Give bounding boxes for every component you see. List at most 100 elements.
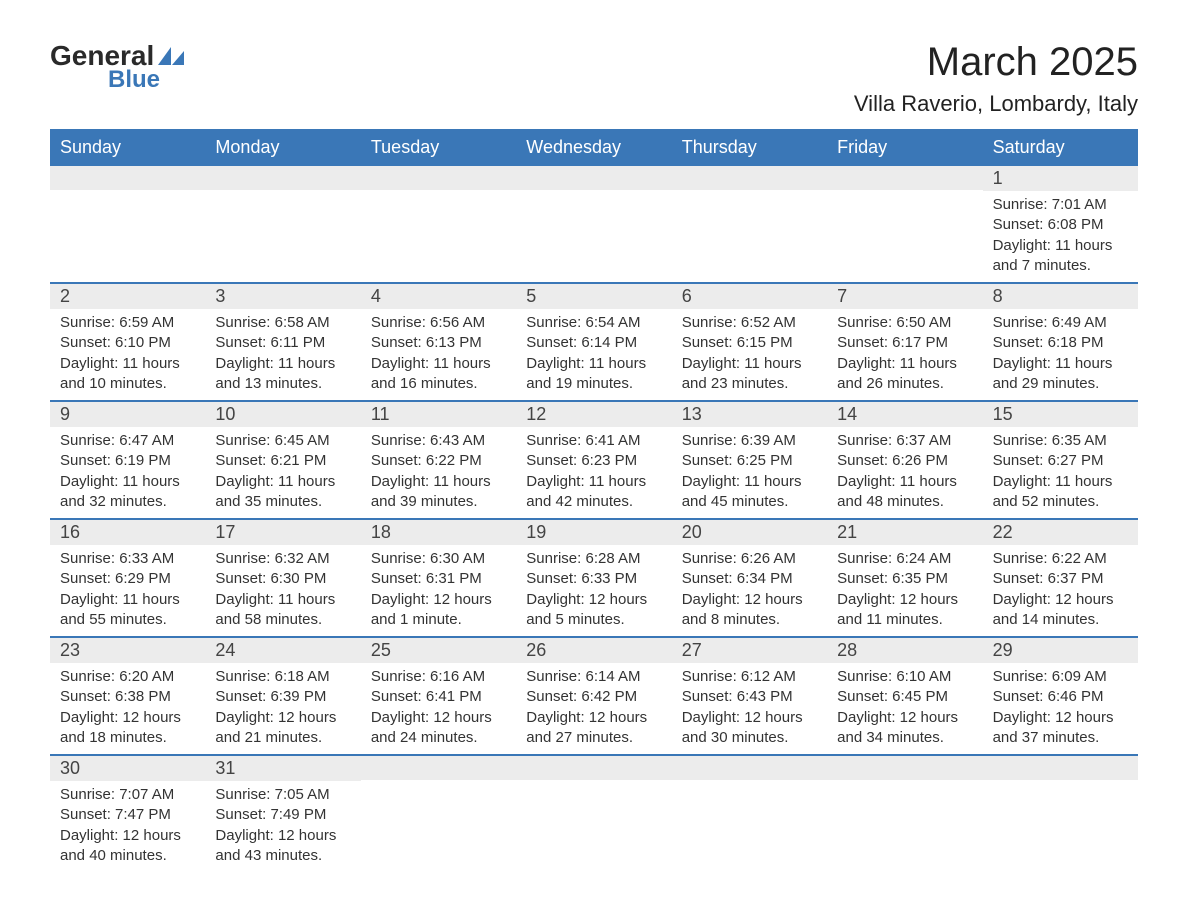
day-sunset: Sunset: 6:19 PM <box>60 451 195 471</box>
day-daylight2: and 8 minutes. <box>682 610 817 630</box>
day-cell: 7Sunrise: 6:50 AMSunset: 6:17 PMDaylight… <box>827 284 982 400</box>
day-body: Sunrise: 6:28 AMSunset: 6:33 PMDaylight:… <box>516 545 671 636</box>
day-body: Sunrise: 6:54 AMSunset: 6:14 PMDaylight:… <box>516 309 671 400</box>
header: General Blue March 2025 Villa Raverio, L… <box>50 40 1138 117</box>
day-sunrise: Sunrise: 6:10 AM <box>837 667 972 687</box>
day-body: Sunrise: 6:45 AMSunset: 6:21 PMDaylight:… <box>205 427 360 518</box>
day-cell <box>361 166 516 282</box>
day-cell: 6Sunrise: 6:52 AMSunset: 6:15 PMDaylight… <box>672 284 827 400</box>
day-daylight1: Daylight: 12 hours <box>526 590 661 610</box>
day-daylight2: and 1 minute. <box>371 610 506 630</box>
day-number <box>827 756 982 780</box>
day-sunrise: Sunrise: 6:12 AM <box>682 667 817 687</box>
day-cell <box>361 756 516 872</box>
day-sunrise: Sunrise: 6:41 AM <box>526 431 661 451</box>
day-body: Sunrise: 6:26 AMSunset: 6:34 PMDaylight:… <box>672 545 827 636</box>
day-daylight1: Daylight: 12 hours <box>526 708 661 728</box>
day-number: 21 <box>827 520 982 545</box>
weekday-saturday: Saturday <box>983 129 1138 166</box>
day-daylight1: Daylight: 12 hours <box>682 590 817 610</box>
day-sunrise: Sunrise: 6:49 AM <box>993 313 1128 333</box>
day-cell: 12Sunrise: 6:41 AMSunset: 6:23 PMDayligh… <box>516 402 671 518</box>
day-body: Sunrise: 6:24 AMSunset: 6:35 PMDaylight:… <box>827 545 982 636</box>
day-body: Sunrise: 6:10 AMSunset: 6:45 PMDaylight:… <box>827 663 982 754</box>
day-sunset: Sunset: 6:27 PM <box>993 451 1128 471</box>
day-sunset: Sunset: 6:37 PM <box>993 569 1128 589</box>
week-row: 2Sunrise: 6:59 AMSunset: 6:10 PMDaylight… <box>50 282 1138 400</box>
day-body <box>361 780 516 800</box>
day-body: Sunrise: 6:20 AMSunset: 6:38 PMDaylight:… <box>50 663 205 754</box>
day-body <box>50 190 205 210</box>
day-sunset: Sunset: 6:22 PM <box>371 451 506 471</box>
day-daylight1: Daylight: 11 hours <box>993 354 1128 374</box>
day-cell <box>983 756 1138 872</box>
day-sunrise: Sunrise: 6:33 AM <box>60 549 195 569</box>
day-body: Sunrise: 6:35 AMSunset: 6:27 PMDaylight:… <box>983 427 1138 518</box>
day-sunrise: Sunrise: 6:52 AM <box>682 313 817 333</box>
day-number <box>672 756 827 780</box>
day-body: Sunrise: 7:01 AMSunset: 6:08 PMDaylight:… <box>983 191 1138 282</box>
day-daylight1: Daylight: 11 hours <box>526 472 661 492</box>
weeks-container: 1Sunrise: 7:01 AMSunset: 6:08 PMDaylight… <box>50 166 1138 872</box>
day-daylight1: Daylight: 12 hours <box>837 590 972 610</box>
day-daylight2: and 34 minutes. <box>837 728 972 748</box>
day-number: 10 <box>205 402 360 427</box>
day-cell: 26Sunrise: 6:14 AMSunset: 6:42 PMDayligh… <box>516 638 671 754</box>
day-sunrise: Sunrise: 6:32 AM <box>215 549 350 569</box>
weekday-tuesday: Tuesday <box>361 129 516 166</box>
weekday-header-row: Sunday Monday Tuesday Wednesday Thursday… <box>50 129 1138 166</box>
day-sunrise: Sunrise: 7:07 AM <box>60 785 195 805</box>
day-cell <box>827 166 982 282</box>
day-sunrise: Sunrise: 7:01 AM <box>993 195 1128 215</box>
day-number: 31 <box>205 756 360 781</box>
day-sunrise: Sunrise: 6:22 AM <box>993 549 1128 569</box>
week-row: 9Sunrise: 6:47 AMSunset: 6:19 PMDaylight… <box>50 400 1138 518</box>
day-cell: 31Sunrise: 7:05 AMSunset: 7:49 PMDayligh… <box>205 756 360 872</box>
day-body: Sunrise: 6:50 AMSunset: 6:17 PMDaylight:… <box>827 309 982 400</box>
day-cell: 20Sunrise: 6:26 AMSunset: 6:34 PMDayligh… <box>672 520 827 636</box>
day-daylight2: and 14 minutes. <box>993 610 1128 630</box>
day-sunset: Sunset: 6:38 PM <box>60 687 195 707</box>
day-daylight2: and 29 minutes. <box>993 374 1128 394</box>
day-sunrise: Sunrise: 6:35 AM <box>993 431 1128 451</box>
day-cell: 16Sunrise: 6:33 AMSunset: 6:29 PMDayligh… <box>50 520 205 636</box>
day-body <box>672 780 827 800</box>
day-daylight2: and 11 minutes. <box>837 610 972 630</box>
day-body: Sunrise: 6:30 AMSunset: 6:31 PMDaylight:… <box>361 545 516 636</box>
day-daylight1: Daylight: 11 hours <box>526 354 661 374</box>
day-daylight1: Daylight: 12 hours <box>837 708 972 728</box>
day-daylight2: and 19 minutes. <box>526 374 661 394</box>
day-number <box>516 166 671 190</box>
day-cell: 15Sunrise: 6:35 AMSunset: 6:27 PMDayligh… <box>983 402 1138 518</box>
day-sunset: Sunset: 6:43 PM <box>682 687 817 707</box>
day-daylight2: and 10 minutes. <box>60 374 195 394</box>
day-daylight1: Daylight: 11 hours <box>371 354 506 374</box>
day-body: Sunrise: 6:52 AMSunset: 6:15 PMDaylight:… <box>672 309 827 400</box>
day-sunset: Sunset: 6:08 PM <box>993 215 1128 235</box>
day-number: 27 <box>672 638 827 663</box>
day-number: 23 <box>50 638 205 663</box>
week-row: 30Sunrise: 7:07 AMSunset: 7:47 PMDayligh… <box>50 754 1138 872</box>
day-sunset: Sunset: 6:46 PM <box>993 687 1128 707</box>
day-daylight1: Daylight: 11 hours <box>60 472 195 492</box>
day-daylight2: and 18 minutes. <box>60 728 195 748</box>
day-number <box>516 756 671 780</box>
day-sunset: Sunset: 6:18 PM <box>993 333 1128 353</box>
day-number <box>672 166 827 190</box>
day-cell <box>516 756 671 872</box>
day-sunrise: Sunrise: 6:37 AM <box>837 431 972 451</box>
weekday-wednesday: Wednesday <box>516 129 671 166</box>
day-sunset: Sunset: 6:11 PM <box>215 333 350 353</box>
week-row: 23Sunrise: 6:20 AMSunset: 6:38 PMDayligh… <box>50 636 1138 754</box>
week-row: 16Sunrise: 6:33 AMSunset: 6:29 PMDayligh… <box>50 518 1138 636</box>
day-cell: 2Sunrise: 6:59 AMSunset: 6:10 PMDaylight… <box>50 284 205 400</box>
day-cell: 21Sunrise: 6:24 AMSunset: 6:35 PMDayligh… <box>827 520 982 636</box>
day-number <box>983 756 1138 780</box>
day-daylight2: and 55 minutes. <box>60 610 195 630</box>
day-body: Sunrise: 6:47 AMSunset: 6:19 PMDaylight:… <box>50 427 205 518</box>
day-daylight2: and 39 minutes. <box>371 492 506 512</box>
day-body <box>516 190 671 210</box>
day-body <box>361 190 516 210</box>
day-body: Sunrise: 6:39 AMSunset: 6:25 PMDaylight:… <box>672 427 827 518</box>
day-daylight2: and 16 minutes. <box>371 374 506 394</box>
